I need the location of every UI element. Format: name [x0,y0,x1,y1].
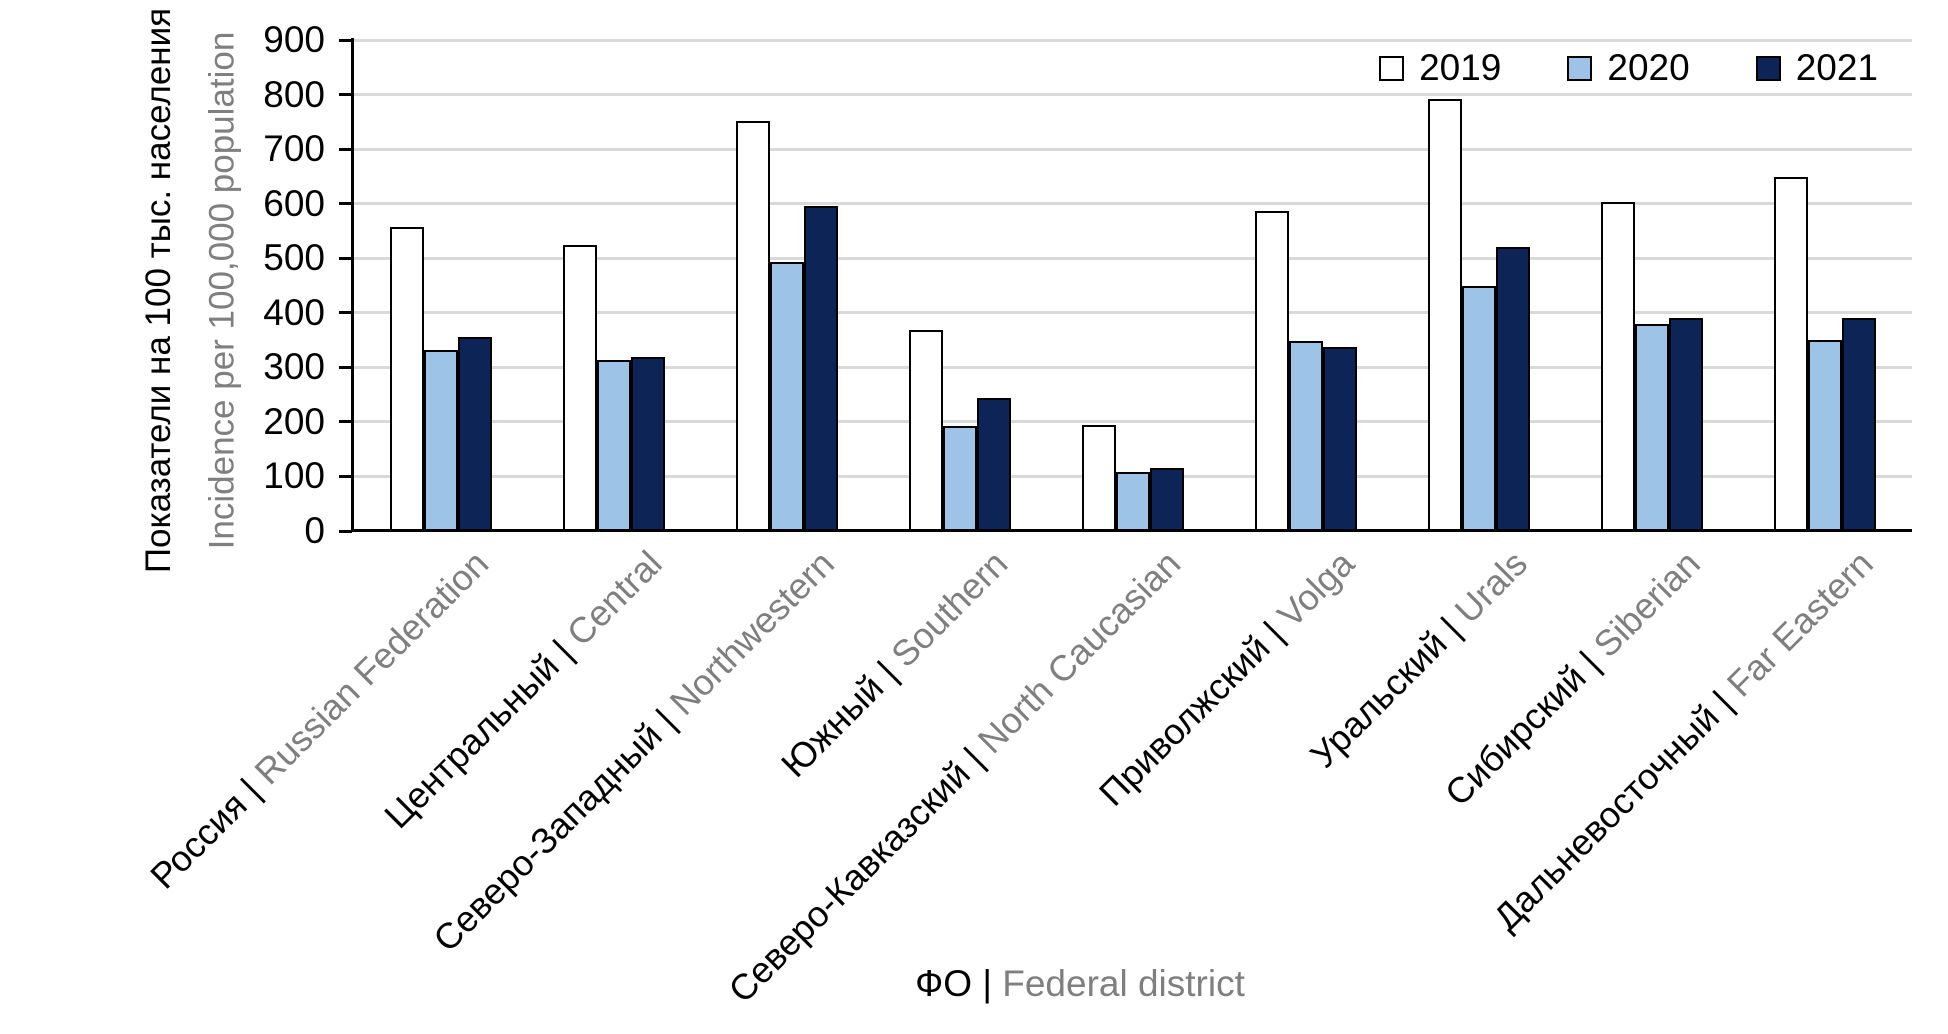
bar-2020-central [596,359,631,531]
y-tick-label-200: 200 [263,400,325,442]
bar-2019-urals [1428,98,1463,531]
category-label-russian: Южный [773,666,892,785]
legend-item-2021: 2021 [1755,47,1878,88]
legend-label-2019: 2019 [1419,47,1502,88]
y-tick-700 [339,147,352,151]
category-label-russian: Уральский [1301,622,1455,776]
legend-swatch-2021 [1755,55,1781,81]
legend-swatch-2019 [1379,55,1405,81]
bar-2021-central [630,356,665,531]
y-tick-label-800: 800 [263,73,325,115]
legend-item-2020: 2020 [1567,47,1690,88]
y-tick-300 [339,365,352,369]
category-label-english: Northwestern [661,542,843,723]
y-tick-label-0: 0 [304,510,325,551]
category-label-russian-federation: Россия | Russian Federation [142,543,496,897]
bar-2019-central [562,245,597,531]
x-axis-line [351,529,1912,532]
gridline-900 [354,38,1912,42]
category-label-russian: Россия [142,784,255,897]
y-tick-600 [339,202,352,206]
gridline-200 [354,420,1912,424]
plot-area [354,38,1912,531]
legend-swatch-2020 [1567,55,1593,81]
bar-2020-siberian [1635,323,1670,531]
bar-2019-far-eastern [1774,176,1809,531]
y-tick-label-900: 900 [263,19,325,60]
bar-2020-far-eastern [1808,339,1843,531]
y-tick-500 [339,256,352,260]
y-tick-label-500: 500 [263,237,325,279]
bar-2021-southern [976,398,1011,531]
y-tick-200 [339,420,352,424]
bar-2019-north-caucasian [1082,424,1116,531]
legend-item-2019: 2019 [1379,49,1501,87]
bar-2021-siberian [1669,317,1704,531]
gridline-400 [354,311,1912,315]
y-tick-label-600: 600 [263,182,325,224]
y-tick-0 [339,529,352,533]
bar-2021-russian-federation [457,336,492,531]
bar-2020-russian-federation [423,350,458,531]
x-axis-title: ФО | Federal district [352,964,1808,1004]
bar-2019-siberian [1601,202,1636,531]
bar-2020-northwestern [769,262,804,531]
x-axis-title-separator [972,963,982,1004]
y-tick-label-700: 700 [263,128,325,170]
category-label-english: Far Eastern [1719,542,1882,705]
gridline-700 [354,147,1912,151]
category-label-english: Central [558,542,670,654]
bar-2019-volga [1255,210,1290,531]
x-axis-title-english: Federal district [1002,963,1245,1004]
legend-label-2020: 2020 [1607,47,1690,88]
bar-2020-north-caucasian [1116,471,1150,531]
category-label-russian: Центральный [375,645,567,837]
y-axis-title-russian: Показатели на 100 тыс. населения [133,7,185,572]
bar-2019-northwestern [735,120,770,531]
y-tick-400 [339,311,352,315]
category-label-far-eastern: Дальневосточный | Far Eastern [1486,542,1882,938]
bar-2020-southern [942,425,977,531]
y-tick-800 [339,93,352,97]
y-tick-label-100: 100 [263,455,325,497]
bar-2021-urals [1496,247,1531,531]
category-label-russian: Сибирский [1436,656,1594,814]
bar-2021-northwestern [803,206,838,531]
x-axis-title-space [992,963,1002,1004]
category-label-russian: Приволжский [1090,627,1278,814]
legend: 2019 2020 2021 [1379,49,1878,87]
y-tick-900 [339,38,352,42]
y-tick-label-300: 300 [263,346,325,388]
category-label-english: Volga [1269,542,1362,636]
x-axis-title-pipe: | [982,963,992,1004]
category-label-english: Siberian [1585,542,1708,665]
y-tick-100 [339,474,352,478]
bar-2020-volga [1289,341,1324,531]
x-axis-title-russian: ФО [915,963,973,1004]
bar-2021-far-eastern [1842,318,1877,531]
legend-label-2021: 2021 [1795,47,1878,88]
y-tick-label-400: 400 [263,291,325,333]
bar-2019-russian-federation [389,226,424,531]
gridline-500 [354,256,1912,260]
bar-2021-volga [1323,346,1358,531]
y-axis-title-russian-text: Показатели на 100 тыс. населения [139,7,179,573]
bar-2020-urals [1462,286,1497,531]
gridline-800 [354,93,1912,97]
y-axis-line [351,38,354,532]
bar-2019-southern [908,330,943,531]
gridline-600 [354,202,1912,206]
category-label-english: Southern [883,542,1016,675]
gridline-300 [354,365,1912,369]
bar-2021-north-caucasian [1150,468,1184,531]
